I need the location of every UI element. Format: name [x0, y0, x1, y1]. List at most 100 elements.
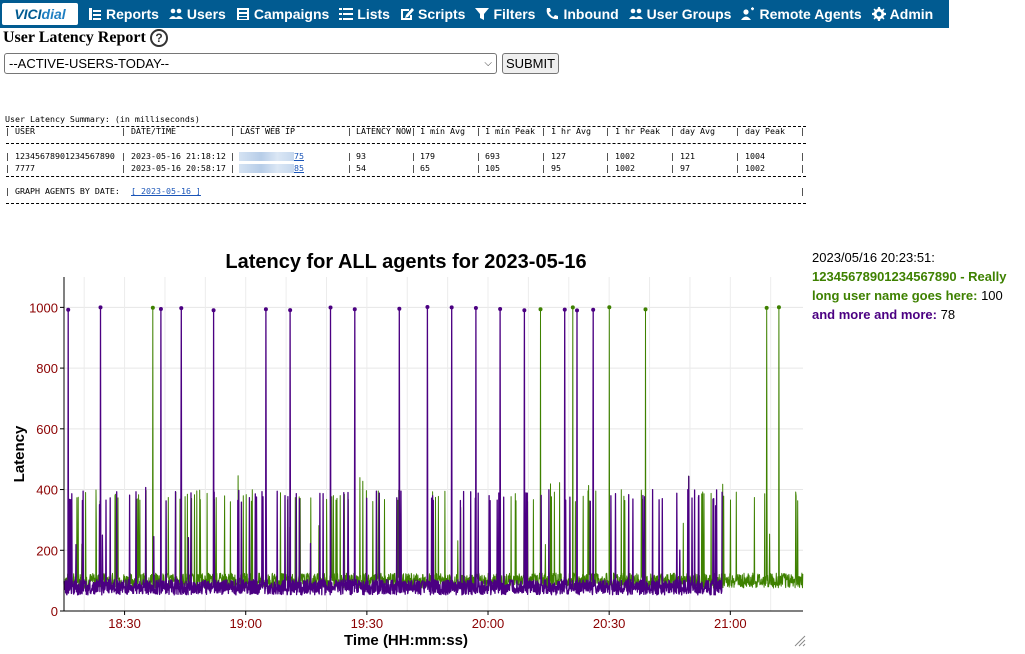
latency-chart[interactable]: Latency for ALL agents for 2023-05-16 Ti… [0, 240, 812, 649]
nav-user-groups[interactable]: User Groups [628, 6, 731, 22]
col-header-user: USER [15, 126, 35, 136]
hover-series1-name: 12345678901234567890 - Really long user … [812, 269, 1007, 303]
nav-remote-agents-label: Remote Agents [759, 6, 862, 22]
col-sep: | [605, 163, 610, 173]
user-select-dropdown[interactable]: --ACTIVE-USERS-TODAY-- ⌵ [4, 53, 497, 74]
y-tick-label: 400 [36, 483, 58, 498]
summary-divider [6, 143, 806, 144]
col-sep: | [541, 163, 546, 173]
nav-reports[interactable]: Reports [88, 6, 159, 22]
nav-admin-label: Admin [889, 6, 934, 22]
x-tick-label: 20:30 [593, 616, 626, 631]
redacted-ip [239, 164, 294, 173]
graph-date-link[interactable]: [ 2023-05-16 ] [131, 186, 201, 196]
graph-agents-label: GRAPH AGENTS BY DATE: [15, 186, 120, 196]
x-tick-label: 20:00 [472, 616, 505, 631]
col-sep: | [230, 151, 235, 161]
row1-user: 12345678901234567890 [15, 151, 115, 161]
y-axis-label: Latency [11, 425, 28, 482]
nav-campaigns-label: Campaigns [253, 6, 330, 22]
summary-divider [6, 176, 806, 177]
x-tick-label: 18:30 [108, 616, 141, 631]
col-sep: | [541, 126, 546, 136]
summary-divider [6, 203, 806, 204]
nav-lists-label: Lists [357, 6, 390, 22]
series-peak-point [575, 308, 580, 313]
col-sep: | [670, 126, 675, 136]
nav-admin[interactable]: Admin [871, 6, 934, 22]
col-sep: | [347, 163, 352, 173]
col-header-ip: LAST WEB IP [240, 126, 295, 136]
nav-reports-label: Reports [106, 6, 159, 22]
row2-hr-avg: 95 [551, 163, 561, 173]
series-peak-point [150, 305, 155, 310]
col-header-datetime: DATE/TIME [131, 126, 176, 136]
col-sep: | [800, 186, 805, 196]
campaigns-icon [236, 8, 249, 20]
col-sep: | [800, 151, 805, 161]
resize-handle-icon[interactable] [794, 635, 806, 647]
logo-text-vici: VICI [14, 6, 42, 22]
row2-day-peak: 1002 [745, 163, 765, 173]
row1-min-avg: 179 [420, 151, 435, 161]
col-sep: | [670, 163, 675, 173]
col-header-hr-avg: 1 hr Avg [551, 126, 591, 136]
vicidial-logo[interactable]: VICI dial [2, 3, 78, 25]
row2-min-peak: 105 [485, 163, 500, 173]
nav-users-label: Users [186, 6, 226, 22]
series-peak-point [764, 305, 769, 310]
inbound-icon [547, 8, 559, 20]
series-peak-point [449, 305, 454, 310]
series-2 [63, 304, 723, 596]
series-peak-point [643, 307, 648, 312]
col-sep: | [541, 151, 546, 161]
nav-users[interactable]: Users [168, 6, 226, 22]
nav-filters[interactable]: Filters [475, 6, 535, 22]
row2-ip-link[interactable]: 85 [294, 163, 304, 173]
nav-inbound[interactable]: Inbound [545, 6, 619, 22]
col-header-hr-peak: 1 hr Peak [615, 126, 660, 136]
hover-timestamp: 2023/05/16 20:23:51: [812, 250, 935, 265]
hover-series2-name: and more and more [812, 307, 933, 322]
x-axis-label: Time (HH:mm:ss) [344, 632, 468, 649]
redacted-ip [239, 152, 294, 161]
series-peak-point [562, 307, 567, 312]
row1-datetime: 2023-05-16 21:18:12 [131, 151, 226, 161]
series-peak-point [211, 308, 216, 313]
series-peak-point [158, 306, 163, 311]
row2-user: 7777 [15, 163, 35, 173]
row1-hr-avg: 127 [551, 151, 566, 161]
series-peak-point [179, 306, 184, 311]
row1-min-peak: 693 [485, 151, 500, 161]
hover-series2-value: 78 [940, 307, 956, 322]
summary-divider [6, 126, 806, 127]
submit-button[interactable]: SUBMIT [502, 53, 559, 74]
nav-remote-agents[interactable]: Remote Agents [741, 6, 862, 22]
series-peak-point [591, 307, 596, 312]
row2-min-avg: 65 [420, 163, 430, 173]
series-peak-point [473, 306, 478, 311]
series-lines [63, 304, 804, 596]
y-tick-label: 600 [36, 422, 58, 437]
scripts-icon [400, 8, 414, 20]
nav-lists[interactable]: Lists [339, 6, 390, 22]
nav-scripts[interactable]: Scripts [400, 6, 465, 22]
col-header-day-peak: day Peak [745, 126, 785, 136]
col-sep: | [735, 151, 740, 161]
col-header-min-avg: 1 min Avg [420, 126, 465, 136]
col-sep: | [605, 151, 610, 161]
nav-inbound-label: Inbound [563, 6, 619, 22]
axes: 0 200 400 600 800 1000 18:30 19:00 19:30 20:00 20:… [29, 277, 803, 631]
col-sep: | [411, 163, 416, 173]
col-sep: | [411, 126, 416, 136]
series-peak-point [776, 305, 781, 310]
y-tick-label: 200 [36, 543, 58, 558]
col-sep: | [476, 151, 481, 161]
nav-campaigns[interactable]: Campaigns [236, 6, 329, 22]
col-sep: | [735, 163, 740, 173]
row1-ip-link[interactable]: 75 [294, 151, 304, 161]
series-peak-point [288, 308, 293, 313]
col-sep: | [476, 126, 481, 136]
help-icon[interactable]: ? [150, 29, 168, 47]
latency-chart-svg[interactable]: Latency for ALL agents for 2023-05-16 Ti… [0, 240, 812, 649]
